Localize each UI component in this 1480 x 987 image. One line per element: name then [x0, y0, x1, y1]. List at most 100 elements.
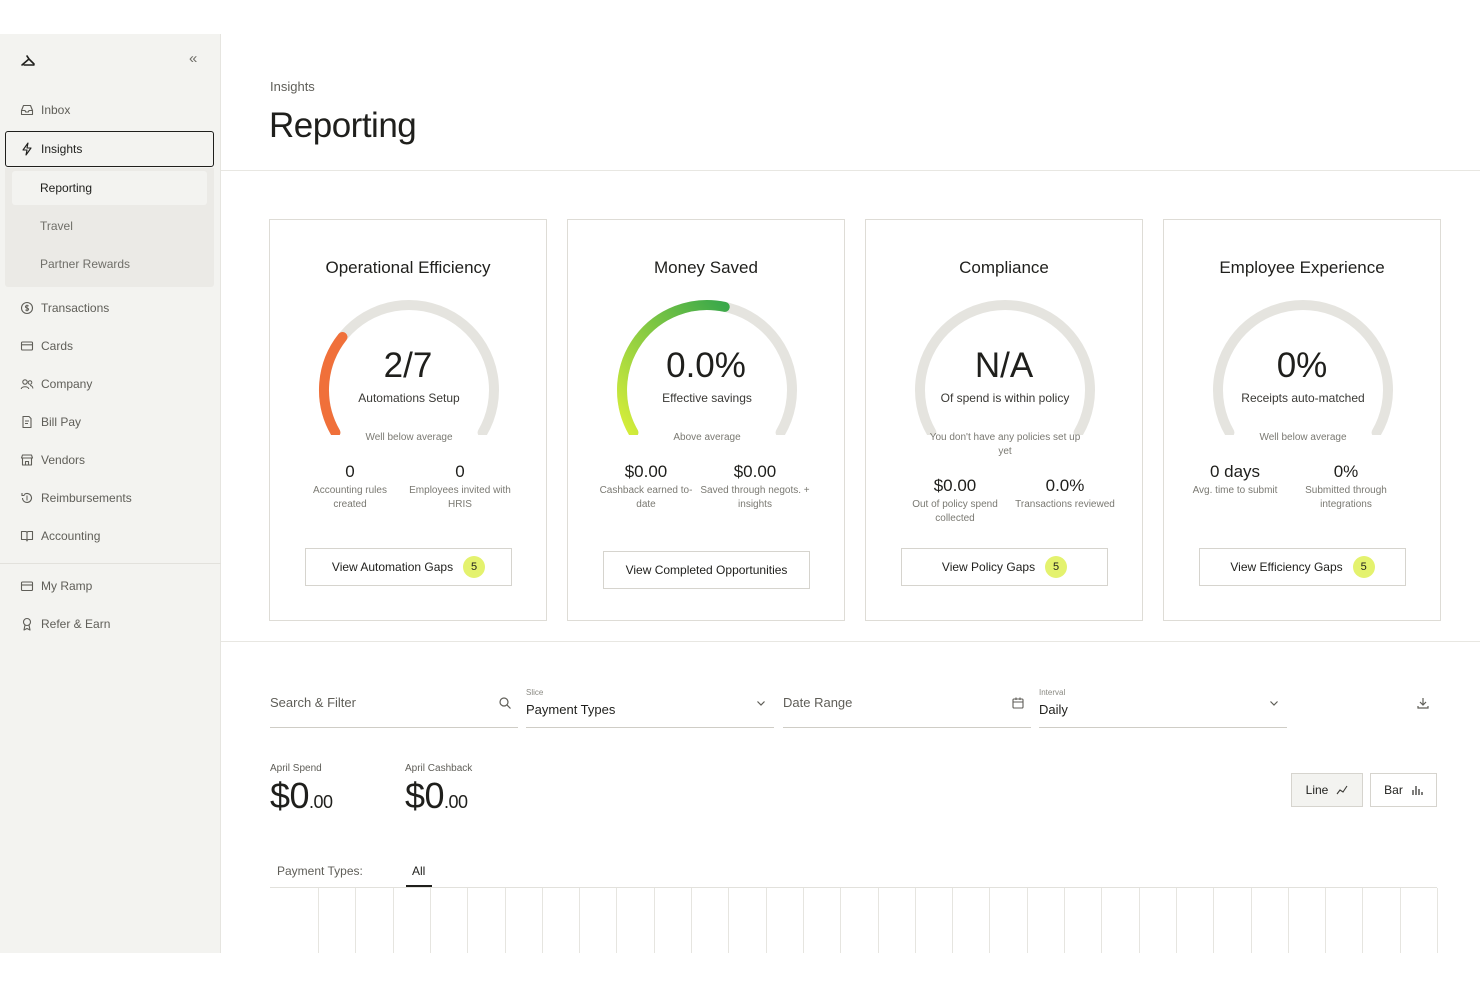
sidebar-item-my-ramp[interactable]: My Ramp — [20, 576, 92, 596]
search-filter-input[interactable]: Search & Filter — [270, 682, 518, 728]
bar-chart-icon — [1412, 786, 1423, 795]
sidebar-item-inbox[interactable]: Inbox — [20, 100, 70, 120]
count-badge: 5 — [463, 556, 486, 578]
card-title: Compliance — [959, 258, 1049, 277]
download-icon[interactable] — [1416, 696, 1430, 710]
interval-value: Daily — [1039, 702, 1068, 717]
stat-label: Accounting rules created — [313, 485, 387, 510]
ramp-logo-icon — [21, 55, 35, 66]
chart-gridline — [765, 888, 767, 953]
gauge-label: Of spend is within policy — [940, 391, 1070, 405]
count-badge: 5 — [1352, 556, 1375, 578]
sidebar-item-company[interactable]: Company — [20, 374, 92, 394]
chart-gridline — [802, 888, 804, 953]
chevron-down-icon — [1270, 701, 1278, 706]
gauge-fill — [318, 332, 348, 435]
date-range-input[interactable]: Date Range — [783, 682, 1031, 728]
chart-gridline — [1325, 888, 1327, 953]
collapse-sidebar-icon[interactable]: « — [189, 50, 198, 67]
people-icon — [20, 379, 34, 390]
sidebar-item-vendors[interactable]: Vendors — [20, 450, 85, 470]
sidebar-item-accounting[interactable]: Accounting — [20, 526, 100, 546]
april-cashback-metric: April Cashback $0.00 — [405, 763, 472, 817]
amount-major: $0 — [270, 775, 310, 816]
sidebar-item-cards[interactable]: Cards — [20, 336, 73, 356]
tab-all[interactable]: All — [412, 864, 426, 878]
main-content: Insights Reporting Operational Efficienc… — [221, 34, 1480, 953]
slice-select[interactable]: Slice Payment Types — [526, 682, 774, 728]
view-policy-gaps-button[interactable]: View Policy Gaps 5 — [901, 548, 1108, 586]
bar-chart-toggle[interactable]: Bar — [1370, 773, 1437, 807]
sidebar-item-insights[interactable]: Insights — [5, 131, 214, 167]
breadcrumb[interactable]: Insights — [270, 79, 315, 94]
gauge — [617, 300, 797, 435]
chart-gridline — [728, 888, 730, 953]
date-range-placeholder: Date Range — [783, 695, 853, 710]
sidebar: « Inbox Insights Reporting Travel Partne… — [0, 34, 221, 953]
calendar-icon — [1012, 697, 1024, 709]
sidebar-item-label: Reimbursements — [41, 491, 132, 505]
chart-gridline — [1064, 888, 1065, 953]
chart-gridline — [1287, 888, 1289, 953]
view-completed-opportunities-button[interactable]: View Completed Opportunities — [603, 551, 810, 589]
subnav-item-partner-rewards[interactable]: Partner Rewards — [40, 257, 131, 271]
gauge — [318, 300, 499, 435]
sidebar-item-refer-earn[interactable]: Refer & Earn — [20, 614, 110, 634]
stat-label: Out of policy spend collected — [912, 499, 998, 524]
sidebar-item-reimbursements[interactable]: Reimbursements — [20, 488, 132, 508]
button-label: View Policy Gaps — [941, 560, 1036, 574]
stat-label: Saved through negots. + insights — [700, 485, 810, 510]
button-label: View Completed Opportunities — [625, 563, 788, 577]
sidebar-item-bill-pay[interactable]: Bill Pay — [20, 412, 81, 432]
stat-value: 0 days — [1209, 462, 1261, 481]
chart-gridline — [1250, 888, 1252, 953]
chart-gridline — [914, 888, 916, 953]
chart-gridline — [989, 888, 991, 953]
tab-underline — [406, 885, 432, 887]
chart-gridline — [392, 888, 394, 953]
interval-select[interactable]: Interval Daily — [1039, 682, 1287, 728]
stat-transactions-reviewed: 0.0% Transactions reviewed — [1010, 476, 1120, 512]
page-title: Reporting — [269, 106, 417, 145]
section-divider — [221, 641, 1480, 642]
chart-gridline — [1175, 888, 1177, 953]
view-efficiency-gaps-button[interactable]: View Efficiency Gaps 5 — [1199, 548, 1406, 586]
payment-types-label: Payment Types: — [277, 864, 363, 878]
card-title: Money Saved — [654, 258, 758, 277]
card-compliance: Compliance N/A Of spend is within policy… — [865, 219, 1143, 621]
inbox-icon — [20, 104, 34, 116]
card-title: Employee Experience — [1219, 258, 1385, 277]
gauge-value: 0% — [1276, 346, 1328, 385]
view-automation-gaps-button[interactable]: View Automation Gaps 5 — [305, 548, 512, 586]
gauge-value: 0.0% — [666, 346, 746, 385]
metric-label: April Cashback — [405, 763, 473, 774]
chart-gridline — [840, 888, 842, 953]
metric-amount: $0.00 — [270, 775, 333, 817]
book-icon — [20, 530, 34, 542]
sidebar-item-label: Accounting — [41, 529, 101, 543]
chart-gridline — [318, 888, 319, 953]
subnav-item-travel[interactable]: Travel — [40, 219, 73, 233]
button-label: View Efficiency Gaps — [1230, 560, 1343, 574]
bill-icon — [22, 415, 32, 429]
subnav-item-reporting[interactable]: Reporting — [12, 171, 207, 205]
benchmark-note: You don't have any policies set up yet — [929, 432, 1081, 457]
stat-submitted-integrations: 0% Submitted through integrations — [1291, 462, 1401, 512]
stat-label: Cashback earned to-date — [599, 485, 693, 510]
chart-gridline — [1437, 888, 1438, 953]
line-chart-icon — [1336, 785, 1348, 795]
card-operational-efficiency: Operational Efficiency 2/7 Automations S… — [269, 219, 547, 621]
chart-gridline — [541, 888, 543, 953]
metric-amount: $0.00 — [405, 775, 472, 817]
search-icon — [499, 697, 511, 709]
stat-value: 0.0% — [1045, 476, 1085, 495]
amount-major: $0 — [405, 775, 445, 816]
chart-gridline — [1213, 888, 1215, 953]
amount-minor: .00 — [444, 792, 468, 812]
chart-gridline — [1138, 888, 1140, 953]
chart-baseline — [270, 887, 1437, 888]
dollar-circle-icon — [20, 301, 34, 315]
sidebar-item-transactions[interactable]: Transactions — [20, 298, 109, 318]
metric-label: April Spend — [270, 763, 322, 774]
line-chart-toggle[interactable]: Line — [1291, 773, 1363, 807]
